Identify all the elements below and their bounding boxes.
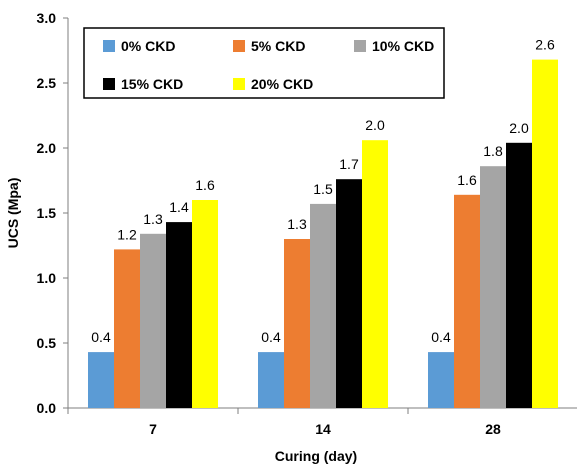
legend-label: 20% CKD [251,76,313,92]
bar [192,200,218,408]
y-axis-title: UCS (Mpa) [5,178,21,249]
legend-box [83,27,445,99]
data-label: 0.4 [431,329,451,345]
legend-swatch [233,78,245,90]
data-label: 2.0 [365,117,385,133]
bar [284,239,310,408]
bar [140,233,166,408]
x-axis-title: Curing (day) [275,448,357,464]
legend-swatch [103,78,115,90]
bar [88,352,114,408]
bar [258,352,284,408]
data-label: 1.7 [339,156,359,172]
y-tick-label: 2.5 [37,75,57,91]
y-tick-label: 2.0 [37,140,57,156]
bar [336,179,362,408]
bar [454,194,480,408]
legend-label: 15% CKD [121,76,183,92]
data-label: 1.3 [143,211,163,227]
bar-labels: 0.4 1.2 1.3 1.4 1.6 0.4 1.3 1.5 1.7 2.0 0.4 1.6 1.8 2… [91,37,555,346]
data-label: 0.4 [261,329,281,345]
legend: 0% CKD 5% CKD 10% CKD 15% CKD 20% CKD [83,27,445,99]
bar [506,142,532,409]
y-tick-label: 0.5 [37,335,57,351]
bar [480,166,506,408]
x-tick-label: 28 [485,421,501,437]
data-label: 1.6 [195,177,215,193]
data-label: 1.6 [457,172,477,188]
y-tick-label: 0.0 [37,400,57,416]
legend-label: 5% CKD [251,38,305,54]
bar [428,352,454,408]
legend-swatch [103,40,115,52]
data-label: 0.4 [91,329,111,345]
x-tick-label: 7 [149,421,157,437]
bar [166,222,192,408]
legend-label: 0% CKD [121,38,175,54]
data-label: 1.5 [313,181,333,197]
bars [88,59,558,409]
data-label: 1.4 [169,199,189,215]
y-ticks: 0.0 0.5 1.0 1.5 2.0 2.5 3.0 [37,10,68,416]
data-label: 1.8 [483,143,503,159]
y-tick-label: 1.5 [37,205,57,221]
y-tick-label: 3.0 [37,10,57,26]
data-label: 2.0 [509,120,529,136]
legend-swatch [354,40,366,52]
legend-label: 10% CKD [372,38,434,54]
bar [532,59,558,408]
data-label: 1.2 [117,226,137,242]
y-tick-label: 1.0 [37,270,57,286]
data-label: 1.3 [287,216,307,232]
legend-swatch [233,40,245,52]
bar [310,203,336,408]
data-label: 2.6 [535,37,555,53]
x-ticks: 7 14 28 [67,408,501,437]
x-tick-label: 14 [315,421,331,437]
bar [114,249,140,408]
bar [362,140,388,408]
